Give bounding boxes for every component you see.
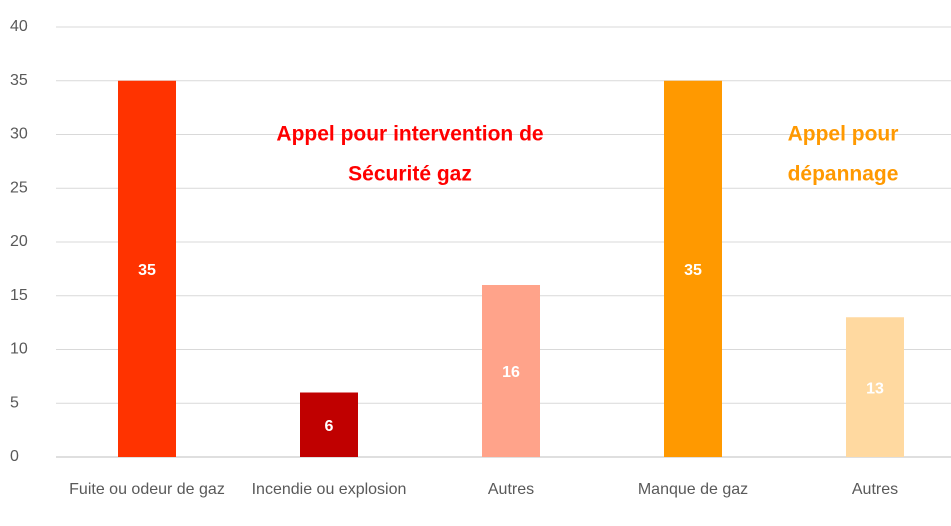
value-label: 13 — [866, 380, 884, 397]
y-tick-label: 30 — [10, 126, 28, 143]
value-label: 35 — [684, 262, 702, 279]
annotation: Appel pour intervention de — [276, 123, 543, 146]
bar — [846, 317, 904, 457]
value-label: 6 — [325, 418, 334, 435]
bar — [482, 285, 540, 457]
x-tick-label: Autres — [851, 481, 899, 498]
y-tick-label: 0 — [10, 448, 19, 465]
y-tick-label: 20 — [10, 233, 28, 250]
value-label: 16 — [502, 364, 520, 381]
bar — [664, 80, 722, 457]
bar — [118, 80, 176, 457]
x-tick-label: Autres — [487, 481, 535, 498]
annotation: dépannage — [788, 163, 899, 186]
y-tick-label: 35 — [10, 72, 28, 89]
x-tick-label: Manque de gaz — [637, 481, 749, 498]
value-label: 35 — [138, 262, 156, 279]
bar — [300, 392, 358, 457]
y-tick-label: 10 — [10, 341, 28, 358]
annotation: Sécurité gaz — [348, 163, 472, 186]
x-tick-label: Fuite ou odeur de gaz — [69, 481, 225, 498]
annotation: Appel pour — [788, 123, 899, 146]
y-tick-label: 15 — [10, 287, 28, 304]
y-tick-label: 25 — [10, 179, 28, 196]
y-tick-label: 5 — [10, 394, 19, 411]
x-tick-label: Incendie ou explosion — [251, 481, 407, 498]
y-tick-label: 40 — [10, 18, 28, 35]
